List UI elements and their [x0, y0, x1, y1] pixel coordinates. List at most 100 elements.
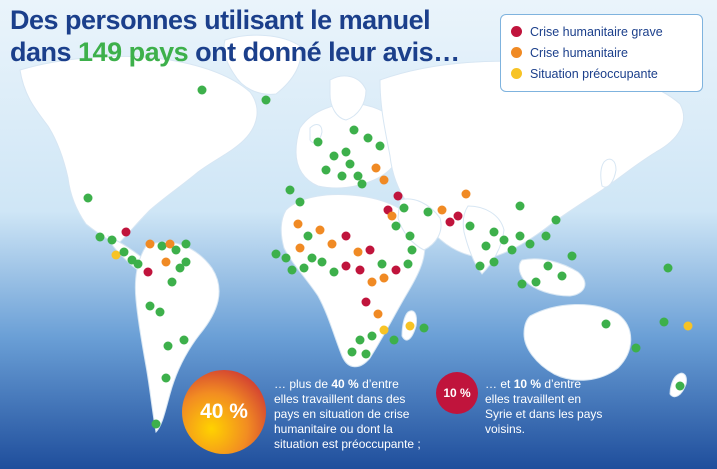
country-marker: [341, 231, 351, 241]
country-marker: [329, 151, 339, 161]
country-marker: [337, 171, 347, 181]
landmass-south-america: [134, 241, 220, 434]
country-marker: [419, 323, 429, 333]
country-marker: [167, 277, 177, 287]
country-marker: [403, 259, 413, 269]
title-highlight-country-count: 149 pays: [78, 37, 189, 67]
landmass-africa: [280, 194, 426, 368]
title-line-2-prefix: dans: [10, 37, 79, 67]
country-marker: [357, 179, 367, 189]
country-marker: [361, 349, 371, 359]
stat-badge-label: 40 %: [200, 400, 248, 423]
country-marker: [453, 211, 463, 221]
landmass-greenland: [223, 34, 302, 95]
country-marker: [445, 217, 455, 227]
country-marker: [285, 185, 295, 195]
country-marker: [379, 175, 389, 185]
country-marker: [145, 301, 155, 311]
landmass-southeast-asia: [518, 258, 586, 297]
country-marker: [307, 253, 317, 263]
country-marker: [557, 271, 567, 281]
country-marker: [683, 321, 693, 331]
country-marker: [407, 245, 417, 255]
country-marker: [499, 235, 509, 245]
country-marker: [111, 250, 121, 260]
country-marker: [387, 211, 397, 221]
country-marker: [295, 243, 305, 253]
country-marker: [371, 163, 381, 173]
landmass-japan: [600, 158, 617, 188]
country-marker: [327, 239, 337, 249]
legend-swatch-yellow: [511, 68, 522, 79]
country-marker: [121, 227, 131, 237]
country-marker: [261, 95, 271, 105]
country-marker: [317, 257, 327, 267]
stat-text-pre: … plus de: [274, 377, 332, 391]
stat-text-bold: 40 %: [331, 377, 359, 391]
legend-swatch-orange: [511, 47, 522, 58]
country-marker: [361, 297, 371, 307]
country-marker: [675, 381, 685, 391]
country-marker: [157, 241, 167, 251]
country-marker: [175, 263, 185, 273]
stat-badge-10-percent: 10 %: [436, 372, 478, 414]
country-marker: [391, 221, 401, 231]
page-title: Des personnes utilisant le manuel dans 1…: [10, 4, 460, 68]
country-marker: [355, 335, 365, 345]
country-marker: [347, 347, 357, 357]
country-marker: [507, 245, 517, 255]
country-marker: [367, 331, 377, 341]
country-marker: [543, 261, 553, 271]
country-marker: [181, 239, 191, 249]
legend: Crise humanitaire grave Crise humanitair…: [500, 14, 703, 92]
country-marker: [353, 247, 363, 257]
country-marker: [321, 165, 331, 175]
country-marker: [341, 261, 351, 271]
country-marker: [365, 245, 375, 255]
country-marker: [181, 257, 191, 267]
country-marker: [271, 249, 281, 259]
stat-text-1: … plus de 40 % d’entre elles travaillent…: [274, 377, 424, 452]
stat-text-2: … et 10 % d’entre elles travaillent en S…: [485, 377, 605, 437]
country-marker: [151, 419, 161, 429]
country-marker: [405, 231, 415, 241]
country-marker: [295, 197, 305, 207]
country-marker: [179, 335, 189, 345]
country-marker: [399, 203, 409, 213]
country-marker: [379, 325, 389, 335]
country-marker: [355, 265, 365, 275]
country-marker: [551, 215, 561, 225]
country-marker: [601, 319, 611, 329]
country-marker: [303, 231, 313, 241]
country-marker: [567, 251, 577, 261]
legend-item-crisis: Crise humanitaire: [511, 42, 692, 63]
country-marker: [515, 231, 525, 241]
country-marker: [405, 321, 415, 331]
landmass-scandinavia: [329, 75, 367, 121]
country-marker: [133, 259, 143, 269]
country-marker: [461, 189, 471, 199]
country-marker: [293, 219, 303, 229]
country-marker: [515, 201, 525, 211]
country-marker: [423, 207, 433, 217]
country-marker: [161, 373, 171, 383]
country-marker: [119, 247, 129, 257]
country-marker: [281, 253, 291, 263]
stat-text-post: d’entre elles travaillent en Syrie et da…: [485, 377, 603, 436]
country-marker: [437, 205, 447, 215]
country-marker: [287, 265, 297, 275]
title-line-2-suffix: ont donné leur avis…: [188, 37, 460, 67]
country-marker: [517, 279, 527, 289]
country-marker: [481, 241, 491, 251]
country-marker: [393, 191, 403, 201]
country-marker: [379, 273, 389, 283]
country-marker: [363, 133, 373, 143]
stat-badge-label: 10 %: [443, 386, 471, 400]
country-marker: [541, 231, 551, 241]
landmass-india: [462, 205, 505, 275]
country-marker: [171, 245, 181, 255]
country-marker: [155, 307, 165, 317]
country-marker: [143, 267, 153, 277]
country-marker: [659, 317, 669, 327]
legend-item-severe-crisis: Crise humanitaire grave: [511, 21, 692, 42]
